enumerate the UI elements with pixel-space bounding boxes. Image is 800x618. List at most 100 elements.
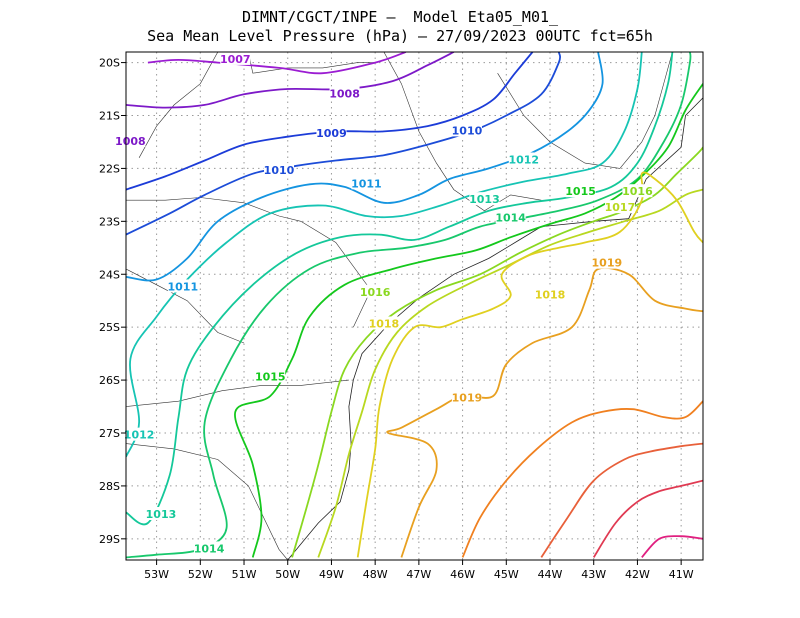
x-tick-label: 42W <box>625 568 650 581</box>
y-tick-label: 29S <box>99 533 120 546</box>
x-tick-label: 47W <box>406 568 431 581</box>
isobar-1012 <box>126 52 643 458</box>
y-tick-label: 28S <box>99 480 120 493</box>
isobar-1008 <box>126 52 455 109</box>
isobar-label: 1019 <box>452 392 483 405</box>
x-tick-label: 41W <box>669 568 694 581</box>
isobar-label-bg <box>508 152 539 166</box>
isobar-label: 1015 <box>565 185 596 198</box>
isobar-label: 1017 <box>605 201 636 214</box>
isobar-label-bg <box>220 51 251 65</box>
isobar-label: 1015 <box>255 370 286 383</box>
x-tick-label: 43W <box>581 568 606 581</box>
y-axis-ticks: 20S 21S 22S 23S 24S 25S 26S 27S 28S 29S <box>99 57 126 546</box>
isobar-label: 1007 <box>220 53 251 66</box>
isobar-label-bg <box>565 184 596 198</box>
isobar-label: 1014 <box>194 542 225 555</box>
isobar-label-bg <box>368 316 399 330</box>
isobar-label: 1016 <box>360 286 391 299</box>
plot-frame <box>125 51 704 561</box>
isobar-label: 1018 <box>369 318 400 331</box>
y-tick-label: 20S <box>99 57 120 70</box>
state-border <box>126 443 288 560</box>
isobar-1022 <box>592 479 703 558</box>
isobar-label-bg <box>145 507 176 521</box>
isobar-label: 1019 <box>592 257 623 270</box>
state-border <box>126 197 372 328</box>
state-border <box>138 52 219 158</box>
x-tick-label: 45W <box>494 568 519 581</box>
gridlines <box>126 52 703 560</box>
isobar-label: 1011 <box>351 177 382 190</box>
x-axis-ticks: 53W 52W 51W 50W 49W 48W 47W 46W 45W 44W 43W 42W 41W <box>144 560 694 581</box>
state-border <box>126 379 349 407</box>
isobar-label-bg <box>255 369 286 383</box>
isobar-label: 1012 <box>508 153 539 166</box>
isobar-label: 1010 <box>452 124 483 137</box>
y-tick-label: 25S <box>99 321 120 334</box>
x-tick-label: 50W <box>275 568 300 581</box>
isobar-label: 1014 <box>495 212 526 225</box>
title-line-2: Sea Mean Level Pressure (hPa) – 27/09/20… <box>147 27 653 45</box>
isobar-label: 1013 <box>469 193 500 206</box>
isobar-label-bg <box>194 541 225 555</box>
isobar-1021 <box>540 442 703 558</box>
title-line-1: DIMNT/CGCT/INPE – Model Eta05_M01_ <box>241 8 559 26</box>
isobar-1023 <box>641 535 703 559</box>
isobar-1009 <box>126 52 534 191</box>
isobar-1013 <box>126 52 674 526</box>
y-tick-label: 27S <box>99 427 120 440</box>
state-border <box>383 52 542 212</box>
isobar-label: 1008 <box>329 87 360 100</box>
isobar-label-bg <box>451 390 482 404</box>
y-tick-label: 22S <box>99 162 120 175</box>
isobar-1014 <box>126 52 692 559</box>
isobar-label-bg <box>451 123 482 137</box>
y-tick-label: 24S <box>99 268 120 281</box>
isobar-label: 1013 <box>146 508 177 521</box>
isobar-label-bg <box>351 176 382 190</box>
isobar-1007 <box>147 52 407 75</box>
isobar-labels: 1007 1008 1008 1009 1010 1010 1011 1011 1012 1012… <box>115 51 653 555</box>
isobar-label-bg <box>360 284 391 298</box>
isobar-1018 <box>356 171 703 558</box>
isobars <box>126 52 703 559</box>
isobar-label: 1010 <box>264 164 295 177</box>
x-tick-label: 52W <box>188 568 213 581</box>
coastline-and-borders <box>126 52 703 560</box>
isobar-label-bg <box>591 255 622 269</box>
y-tick-label: 21S <box>99 110 120 123</box>
x-tick-label: 48W <box>363 568 388 581</box>
y-tick-label: 26S <box>99 374 120 387</box>
isobar-label-bg <box>329 86 360 100</box>
isobar-label-bg <box>263 163 294 177</box>
isobar-label-bg <box>316 126 347 140</box>
isobar-1010 <box>126 52 561 236</box>
isobar-1019 <box>386 267 703 558</box>
x-tick-label: 53W <box>144 568 169 581</box>
isobar-label-bg <box>115 133 146 147</box>
state-border <box>497 52 673 169</box>
x-tick-label: 46W <box>450 568 475 581</box>
isobar-label: 1008 <box>115 135 146 148</box>
state-border <box>248 52 376 74</box>
isobar-label-bg <box>604 200 635 214</box>
isobar-1020 <box>461 400 703 558</box>
isobar-label: 1012 <box>124 429 155 442</box>
isobar-1016 <box>291 146 703 558</box>
isobar-label-bg <box>535 287 566 301</box>
isobar-label-bg <box>167 279 198 293</box>
x-tick-label: 51W <box>232 568 257 581</box>
x-tick-label: 44W <box>538 568 563 581</box>
coastline <box>287 78 703 560</box>
isobar-label-bg <box>622 184 653 198</box>
isobar-1011 <box>126 52 604 282</box>
isobar-label-bg <box>469 192 500 206</box>
isobar-label: 1018 <box>535 288 566 301</box>
x-tick-label: 49W <box>319 568 344 581</box>
isobar-label: 1009 <box>316 127 347 140</box>
y-tick-label: 23S <box>99 215 120 228</box>
isobar-label: 1016 <box>622 185 653 198</box>
isobar-label: 1011 <box>168 280 199 293</box>
